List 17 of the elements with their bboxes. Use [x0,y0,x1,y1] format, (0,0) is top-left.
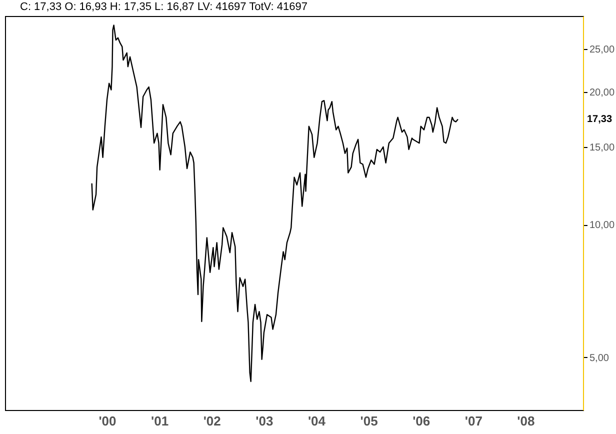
x-tick-label: '02 [203,414,221,428]
x-tick-label: '01 [151,414,169,428]
x-tick-label: '08 [517,414,535,428]
y-tick-label: 25,00 [590,44,615,56]
y-tick-label: 15,00 [590,142,615,154]
x-tick-label: '06 [412,414,430,428]
x-tick-label: '05 [360,414,378,428]
text: C: 17,33 O: 16,93 H: 17,35 L: 16,87 LV: 41697 TotV: 41697 [20,1,308,14]
y-tick-label: 5,00 [590,352,610,364]
x-tick-label: '07 [464,414,482,428]
x-tick-label: '04 [308,414,326,428]
line-series [91,24,459,382]
text: 17,33 [587,114,612,126]
y-tick-label: 10,00 [590,220,615,232]
x-tick-label: '00 [98,414,116,428]
x-tick-label: '03 [256,414,274,428]
y-tick-label: 20,00 [590,87,615,98]
